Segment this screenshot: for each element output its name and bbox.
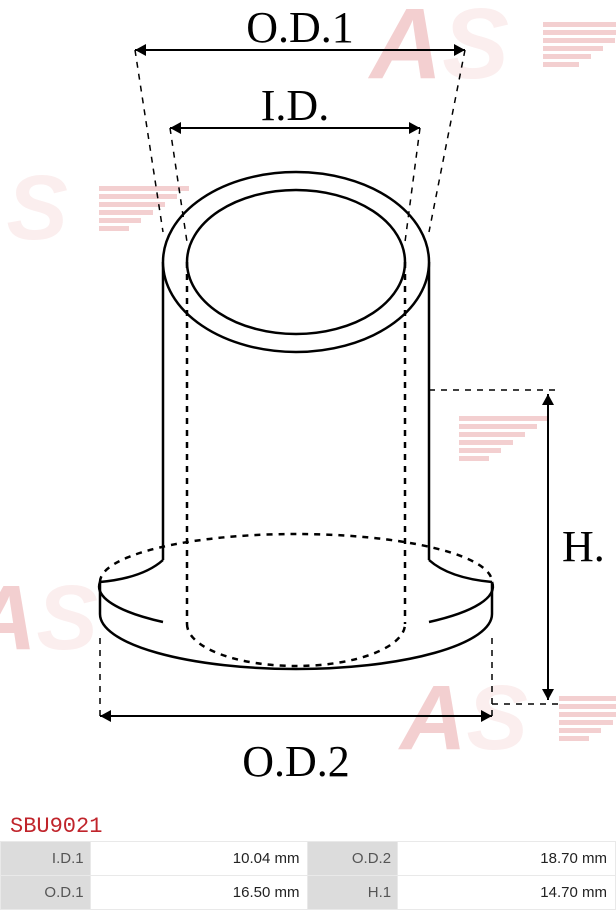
spec-label: O.D.1	[1, 876, 90, 909]
spec-label: O.D.2	[308, 842, 397, 875]
spec-value: 18.70 mm	[398, 842, 615, 875]
spec-label: I.D.1	[1, 842, 90, 875]
spec-value: 10.04 mm	[91, 842, 308, 875]
diagram-area: AS AS AS AS AS O.D.1I.D.O.D.2H.	[0, 0, 616, 810]
svg-text:I.D.: I.D.	[261, 81, 329, 130]
bushing-diagram: O.D.1 I.D. O.D.2 H.	[0, 0, 616, 810]
svg-text:O.D.2: O.D.2	[242, 737, 350, 786]
spec-value: 14.70 mm	[398, 876, 615, 909]
table-row: I.D.110.04 mmO.D.218.70 mm	[1, 842, 615, 875]
spec-table: I.D.110.04 mmO.D.218.70 mmO.D.116.50 mmH…	[0, 841, 616, 910]
spec-value: 16.50 mm	[91, 876, 308, 909]
part-number-text: SBU9021	[10, 814, 102, 839]
spec-label: H.1	[308, 876, 397, 909]
svg-text:H.: H.	[562, 522, 605, 571]
part-number: SBU9021	[0, 810, 616, 841]
svg-text:O.D.1: O.D.1	[246, 3, 354, 52]
table-row: O.D.116.50 mmH.114.70 mm	[1, 876, 615, 909]
